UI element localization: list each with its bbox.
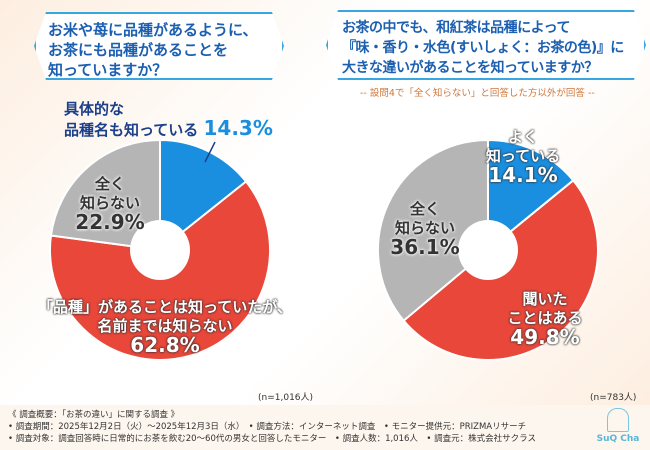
question-note: -- 設問4で「全く知らない」と回答した方以外が回答 --	[360, 88, 595, 99]
label-left-heard: 「品種」があることは知っていたが、 名前までは知らない 62.8%	[38, 298, 292, 357]
leader-line	[204, 141, 216, 163]
pie-hole	[458, 220, 518, 280]
label-left-none: 全く 知らない 22.9%	[75, 175, 145, 234]
pie-slice	[377, 138, 489, 323]
footer-line: • 調査対象：調査回答時に日常的にお茶を飲む20～60代の男女と回答したモニター…	[8, 434, 536, 444]
question-left: お米や苺に品種があるように、 お茶にも品種があることを 知っていますか？	[34, 12, 284, 80]
pie-hole	[130, 220, 190, 280]
question-right: お茶の中でも、和紅茶は品種によって 『味・香り・水色(すいしょく：お茶の色)』に…	[326, 10, 646, 80]
pie-slice	[159, 138, 248, 253]
label-left-specific: 具体的な 品種名も知っている 14.3%	[64, 100, 273, 140]
footer-line: • 調査期間：2025年12月2日（火）～2025年12月3日（水） • 調査方…	[8, 422, 527, 432]
pie-slice	[487, 138, 575, 253]
sample-size-left: (n=1,016人)	[258, 393, 314, 403]
question-line: 知っていますか？	[48, 61, 168, 79]
pie-charts	[49, 138, 599, 361]
pie-slice	[49, 138, 161, 252]
question-line: 『味・香り・水色(すいしょく：お茶の色)』に	[342, 40, 624, 56]
question-line: お米や苺に品種があるように、	[48, 21, 258, 39]
survey-footer: 《 調査概要：「お茶の違い」に関する調査 》 • 調査期間：2025年12月2日…	[8, 409, 536, 445]
logo: SuQ Cha	[595, 408, 641, 444]
logo-house-icon	[607, 408, 629, 432]
label-right-heard: 聞いた ことはある 49.8%	[507, 290, 583, 349]
label-right-none: 全く 知らない 36.1%	[390, 200, 460, 259]
question-line: 大きな違いがあることを知っていますか？	[342, 60, 598, 76]
footer-line: 《 調査概要：「お茶の違い」に関する調査 》	[8, 410, 180, 420]
question-line: お茶にも品種があることを	[48, 41, 229, 59]
label-right-well: よく 知っている 14.1%	[485, 128, 561, 187]
sample-size-right: (n=783人)	[590, 393, 637, 403]
question-line: お茶の中でも、和紅茶は品種によって	[342, 20, 570, 36]
